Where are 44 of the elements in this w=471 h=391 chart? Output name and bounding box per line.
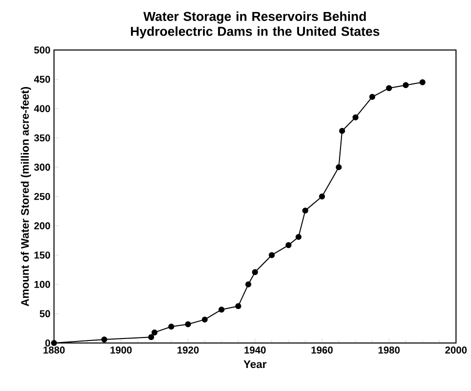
point: [245, 281, 252, 288]
point: [51, 340, 57, 346]
point: [101, 336, 108, 342]
y-tick-label: 250: [34, 192, 50, 200]
point: [339, 128, 346, 134]
point: [296, 234, 302, 240]
point: [168, 324, 174, 330]
x-tick-label: 1940: [244, 346, 266, 354]
y-tick-label: 100: [34, 280, 50, 288]
point: [268, 252, 275, 258]
x-tick-label: 2000: [445, 346, 467, 354]
y-tick-label: 500: [34, 46, 50, 54]
point: [369, 94, 376, 100]
y-tick-label: 150: [34, 252, 50, 259]
y-axis-title: Amount of Water Stored (million acre-feet): [20, 87, 32, 306]
point: [152, 329, 158, 336]
x-tick-label: 1960: [312, 346, 333, 354]
point: [252, 269, 258, 276]
chart-title: Water Storage in Reservoirs Behind Hydroelectric Dams in the United States: [130, 11, 380, 38]
y-tick-label: 350: [34, 134, 50, 142]
point: [352, 114, 358, 120]
point: [302, 208, 308, 214]
x-tick-label: 1980: [378, 346, 400, 354]
point: [148, 334, 154, 340]
x-tick-label: 1920: [178, 346, 199, 354]
y-tick-label: 450: [34, 76, 50, 83]
y-tick-label: 400: [34, 105, 50, 112]
point: [420, 79, 426, 86]
x-tick-label: 1880: [44, 346, 65, 354]
point: [218, 306, 224, 313]
x-axis-title: Year: [244, 360, 266, 368]
y-tick-label: 200: [34, 222, 50, 230]
y-tick-label: 300: [34, 164, 50, 171]
point: [202, 316, 208, 323]
x-tick-label: 1900: [110, 346, 132, 354]
point: [402, 82, 409, 88]
point: [386, 85, 392, 92]
y-tick-label: 0: [45, 339, 50, 347]
y-tick-label: 50: [40, 310, 50, 318]
point: [286, 242, 292, 248]
point: [235, 303, 242, 310]
point: [336, 164, 342, 170]
point: [185, 321, 191, 328]
point: [319, 194, 325, 200]
